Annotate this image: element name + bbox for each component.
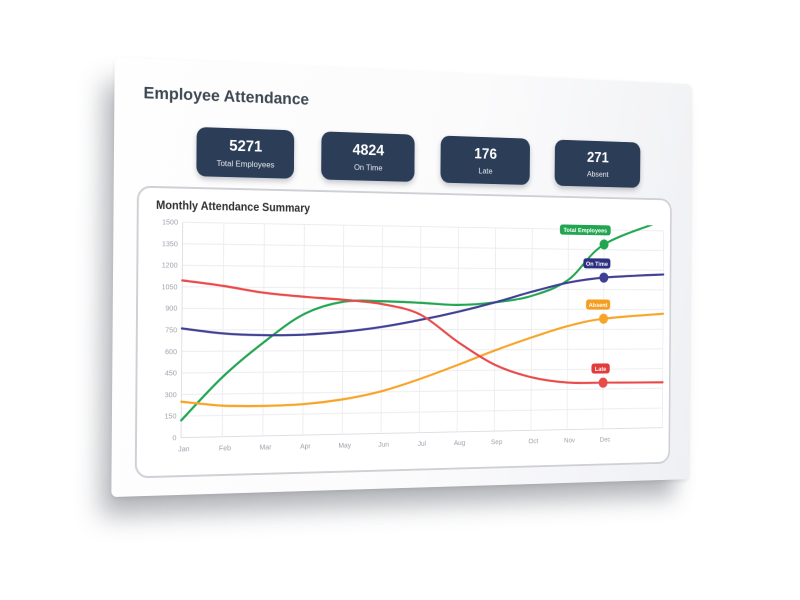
- h-gridline: [182, 287, 663, 290]
- y-tick-label: 450: [165, 368, 177, 377]
- y-tick-label: 1500: [162, 217, 178, 226]
- h-gridline: [182, 329, 663, 330]
- series-badge-label: Absent: [589, 302, 608, 309]
- x-tick-label: May: [338, 441, 351, 450]
- x-tick-label: Mar: [260, 442, 272, 451]
- page-title: Employee Attendance: [143, 83, 310, 109]
- line-total-employees: [181, 216, 664, 421]
- y-tick-label: 300: [165, 390, 177, 399]
- attendance-line-chart: 0 150 300 450 600 750 900 1050 1200 1350 1500 Jan Fe…: [162, 216, 668, 453]
- y-tick-label: 0: [172, 433, 176, 442]
- x-tick-label: Feb: [219, 443, 231, 452]
- end-dot-absent: [599, 313, 609, 324]
- series-badge-label: On Time: [586, 261, 608, 268]
- h-gridline: [181, 428, 662, 438]
- y-tick-label: 1350: [162, 239, 178, 248]
- stats-row: 5271 Total Employees 4824 On Time 176 La…: [196, 126, 691, 189]
- x-tick-label: Sep: [491, 437, 502, 446]
- y-tick-label: 600: [165, 347, 177, 356]
- line-absent: [181, 313, 663, 407]
- monthly-attendance-panel: Monthly Attendance Summary 0 150 300 450 600…: [134, 185, 672, 479]
- stat-label: On Time: [353, 161, 383, 173]
- stat-card-on-time: 4824 On Time: [321, 131, 415, 182]
- series-badge-label: Late: [595, 366, 607, 373]
- stat-card-total-employees: 5271 Total Employees: [196, 126, 295, 179]
- y-tick-label: 1200: [162, 261, 178, 270]
- x-tick-label: Jun: [378, 440, 389, 449]
- x-tick-label: Jul: [418, 439, 427, 448]
- stat-value: 271: [586, 150, 609, 167]
- y-tick-label: 1050: [162, 282, 178, 291]
- stat-value: 4824: [352, 142, 385, 160]
- end-dot-on-time: [599, 272, 609, 283]
- x-tick-label: Oct: [528, 437, 538, 446]
- stat-label: Total Employees: [216, 157, 275, 170]
- end-dot-total-employees: [599, 239, 609, 250]
- stat-card-absent: 271 Absent: [554, 139, 641, 188]
- x-tick-label: Aug: [454, 438, 465, 447]
- x-tick-label: Nov: [564, 436, 575, 445]
- x-tick-label: Apr: [300, 442, 311, 451]
- series-badge-label: Total Employees: [563, 227, 607, 234]
- x-tick-label: Jan: [178, 444, 190, 453]
- h-gridline: [181, 388, 662, 394]
- x-tick-label: Dec: [600, 435, 611, 444]
- h-gridline: [181, 408, 662, 416]
- h-gridline: [182, 369, 663, 373]
- dashboard-sheet: Employee Attendance 5271 Total Employees…: [111, 57, 692, 498]
- stat-label: Late: [478, 165, 493, 176]
- stat-label: Absent: [586, 168, 609, 179]
- stat-value: 5271: [229, 138, 263, 156]
- stat-card-late: 176 Late: [440, 135, 530, 185]
- h-gridline: [183, 244, 664, 251]
- y-tick-label: 750: [165, 325, 177, 334]
- y-tick-label: 900: [165, 304, 177, 313]
- end-dot-late: [598, 377, 608, 388]
- stat-value: 176: [474, 146, 498, 164]
- y-tick-label: 150: [165, 412, 177, 421]
